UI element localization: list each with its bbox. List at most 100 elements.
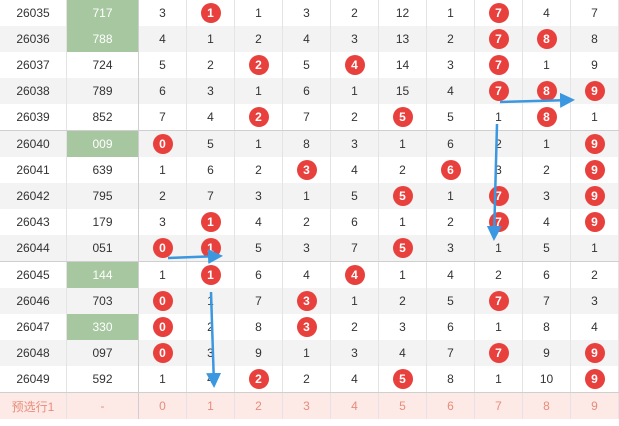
omission-count: 2 xyxy=(474,261,523,288)
table-row: 26036 788 4 1 2 4 3 13 2 7 8 8 xyxy=(0,26,619,52)
winning-digit-ball: 0 xyxy=(152,317,173,337)
winning-digit-ball: 6 xyxy=(440,160,461,180)
winning-digit-ball: 9 xyxy=(584,134,605,154)
omission-count: 4 xyxy=(570,314,619,340)
prize-number: 179 xyxy=(66,209,139,235)
omission-count: 2 xyxy=(282,366,331,393)
digit-cell-hit: 8 xyxy=(522,26,571,52)
omission-count: 2 xyxy=(330,314,379,340)
omission-count: 6 xyxy=(330,209,379,235)
table-row: 26040 009 0 5 1 8 3 1 6 2 1 9 xyxy=(0,130,619,157)
prize-number: 639 xyxy=(66,157,139,183)
prize-number: 788 xyxy=(66,26,139,52)
digit-cell-hit: 8 xyxy=(522,104,571,131)
winning-digit-ball: 5 xyxy=(392,107,413,127)
forecast-digit[interactable]: 3 xyxy=(282,392,331,419)
omission-count: 10 xyxy=(522,366,571,393)
omission-count: 2 xyxy=(330,104,379,131)
omission-count: 2 xyxy=(138,183,187,209)
winning-digit-ball: 1 xyxy=(200,212,221,232)
issue-number: 26045 xyxy=(0,261,67,288)
omission-count: 2 xyxy=(330,0,379,26)
winning-digit-ball: 2 xyxy=(248,55,269,75)
digit-cell-hit: 6 xyxy=(426,157,475,183)
prize-number: 051 xyxy=(66,235,139,262)
omission-count: 9 xyxy=(234,340,283,366)
digit-cell-hit: 2 xyxy=(234,104,283,131)
omission-count: 1 xyxy=(474,314,523,340)
issue-number: 26042 xyxy=(0,183,67,209)
table-row: 26048 097 0 3 9 1 3 4 7 7 9 9 xyxy=(0,340,619,366)
omission-count: 4 xyxy=(426,261,475,288)
digit-cell-hit: 3 xyxy=(282,288,331,314)
omission-count: 4 xyxy=(330,366,379,393)
digit-cell-hit: 5 xyxy=(378,235,427,262)
omission-count: 7 xyxy=(138,104,187,131)
digit-cell-hit: 2 xyxy=(234,52,283,78)
digit-cell-hit: 7 xyxy=(474,183,523,209)
omission-count: 2 xyxy=(426,26,475,52)
winning-digit-ball: 7 xyxy=(488,212,509,232)
omission-count: 1 xyxy=(378,130,427,157)
winning-digit-ball: 3 xyxy=(296,317,317,337)
digit-cell-hit: 5 xyxy=(378,183,427,209)
digit-cell-hit: 7 xyxy=(474,52,523,78)
issue-number: 26044 xyxy=(0,235,67,262)
omission-count: 12 xyxy=(378,0,427,26)
digit-cell-hit: 3 xyxy=(282,157,331,183)
winning-digit-ball: 2 xyxy=(248,369,269,389)
issue-number: 26043 xyxy=(0,209,67,235)
forecast-digit[interactable]: 9 xyxy=(570,392,619,419)
omission-count: 1 xyxy=(186,288,235,314)
winning-digit-ball: 5 xyxy=(392,186,413,206)
digit-cell-hit: 1 xyxy=(186,235,235,262)
winning-digit-ball: 0 xyxy=(152,343,173,363)
forecast-prize: - xyxy=(66,392,139,419)
forecast-digit[interactable]: 7 xyxy=(474,392,523,419)
omission-count: 8 xyxy=(282,130,331,157)
forecast-label: 预选行1 xyxy=(0,392,67,419)
omission-count: 1 xyxy=(138,261,187,288)
omission-count: 3 xyxy=(330,26,379,52)
forecast-digit[interactable]: 4 xyxy=(330,392,379,419)
table-row: 26045 144 1 1 6 4 4 1 4 2 6 2 xyxy=(0,261,619,288)
forecast-digit[interactable]: 0 xyxy=(138,392,187,419)
winning-digit-ball: 1 xyxy=(200,3,221,23)
omission-count: 1 xyxy=(378,209,427,235)
forecast-digit[interactable]: 6 xyxy=(426,392,475,419)
omission-count: 3 xyxy=(138,0,187,26)
forecast-digit[interactable]: 8 xyxy=(522,392,571,419)
omission-count: 7 xyxy=(330,235,379,262)
omission-count: 5 xyxy=(330,183,379,209)
winning-digit-ball: 7 xyxy=(488,81,509,101)
table-row: 26039 852 7 4 2 7 2 5 5 1 8 1 xyxy=(0,104,619,131)
prize-number: 724 xyxy=(66,52,139,78)
omission-count: 1 xyxy=(522,52,571,78)
omission-count: 9 xyxy=(570,52,619,78)
digit-cell-hit: 7 xyxy=(474,209,523,235)
winning-digit-ball: 0 xyxy=(152,238,173,258)
omission-count: 1 xyxy=(474,104,523,131)
omission-count: 7 xyxy=(522,288,571,314)
winning-digit-ball: 7 xyxy=(488,186,509,206)
prize-number: 592 xyxy=(66,366,139,393)
digit-cell-hit: 1 xyxy=(186,261,235,288)
omission-count: 1 xyxy=(186,26,235,52)
omission-count: 6 xyxy=(138,78,187,104)
issue-number: 26041 xyxy=(0,157,67,183)
table-row: 26037 724 5 2 2 5 4 14 3 7 1 9 xyxy=(0,52,619,78)
table-row: 26047 330 0 2 8 3 2 3 6 1 8 4 xyxy=(0,314,619,340)
omission-count: 5 xyxy=(426,104,475,131)
omission-count: 1 xyxy=(426,183,475,209)
winning-digit-ball: 5 xyxy=(392,238,413,258)
winning-digit-ball: 7 xyxy=(488,3,509,23)
omission-count: 3 xyxy=(426,52,475,78)
digit-cell-hit: 9 xyxy=(570,78,619,104)
omission-count: 7 xyxy=(282,104,331,131)
omission-count: 4 xyxy=(522,0,571,26)
omission-count: 3 xyxy=(378,314,427,340)
forecast-digit[interactable]: 1 xyxy=(186,392,235,419)
table-row: 26043 179 3 1 4 2 6 1 2 7 4 9 xyxy=(0,209,619,235)
forecast-digit[interactable]: 2 xyxy=(234,392,283,419)
forecast-digit[interactable]: 5 xyxy=(378,392,427,419)
